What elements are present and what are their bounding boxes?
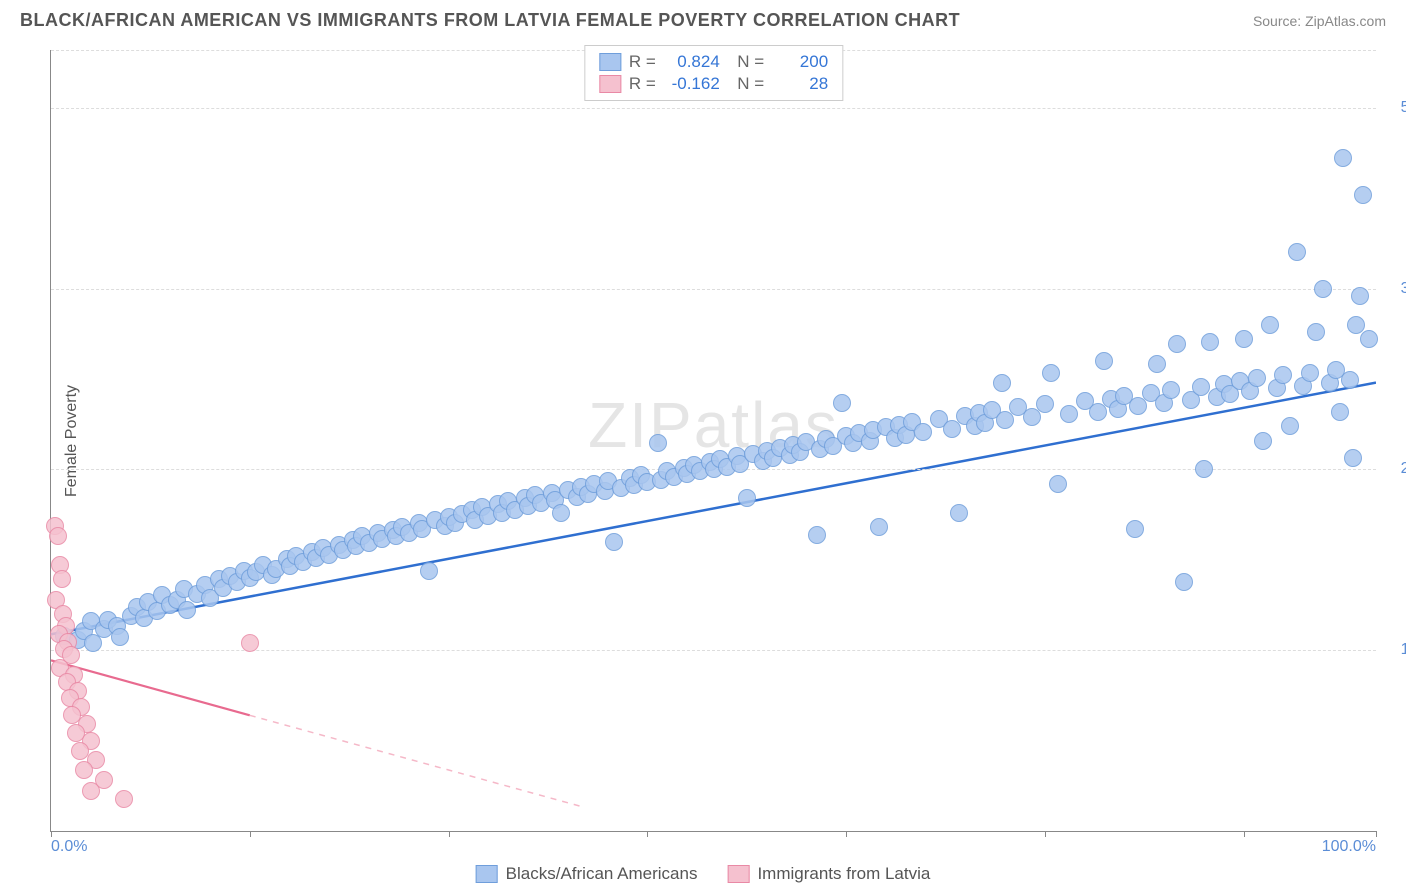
- y-tick-label: 37.5%: [1386, 280, 1406, 298]
- scatter-point-series-b: [115, 790, 133, 808]
- scatter-point-series-a: [1347, 316, 1365, 334]
- legend-label: Immigrants from Latvia: [757, 864, 930, 884]
- x-tick: [1045, 831, 1046, 837]
- stats-row: R = -0.162 N = 28: [599, 74, 828, 94]
- gridline-horizontal: [51, 108, 1376, 109]
- correlation-stats-box: R = 0.824 N = 200 R = -0.162 N = 28: [584, 45, 843, 101]
- scatter-point-series-a: [1148, 355, 1166, 373]
- scatter-point-series-a: [178, 601, 196, 619]
- scatter-point-series-a: [914, 423, 932, 441]
- legend-label: Blacks/African Americans: [506, 864, 698, 884]
- legend-bottom: Blacks/African Americans Immigrants from …: [476, 864, 931, 884]
- scatter-point-series-a: [1195, 460, 1213, 478]
- stats-row: R = 0.824 N = 200: [599, 52, 828, 72]
- scatter-point-series-a: [1049, 475, 1067, 493]
- chart-plot-area: Female Poverty ZIPatlas R =0.824 N =200R…: [50, 50, 1376, 832]
- scatter-point-series-b: [49, 527, 67, 545]
- scatter-point-series-a: [1248, 369, 1266, 387]
- scatter-point-series-a: [1354, 186, 1372, 204]
- trendlines-svg: [51, 50, 1376, 831]
- scatter-point-series-a: [1235, 330, 1253, 348]
- scatter-point-series-a: [1344, 449, 1362, 467]
- scatter-point-series-a: [605, 533, 623, 551]
- y-tick-label: 25.0%: [1386, 460, 1406, 478]
- scatter-point-series-a: [1126, 520, 1144, 538]
- scatter-point-series-a: [1060, 405, 1078, 423]
- scatter-point-series-b: [241, 634, 259, 652]
- stat-r-value: 0.824: [664, 52, 720, 72]
- legend-swatch: [727, 865, 749, 883]
- scatter-point-series-a: [1274, 366, 1292, 384]
- x-tick: [1376, 831, 1377, 837]
- y-tick-label: 12.5%: [1386, 641, 1406, 659]
- x-tick: [250, 831, 251, 837]
- scatter-point-series-a: [1334, 149, 1352, 167]
- stat-n-label: N =: [728, 74, 764, 94]
- scatter-point-series-a: [1036, 395, 1054, 413]
- legend-item: Blacks/African Americans: [476, 864, 698, 884]
- scatter-point-series-a: [1351, 287, 1369, 305]
- chart-title: BLACK/AFRICAN AMERICAN VS IMMIGRANTS FRO…: [20, 10, 960, 31]
- scatter-point-series-b: [82, 782, 100, 800]
- scatter-point-series-b: [53, 570, 71, 588]
- stat-n-label: N =: [728, 52, 764, 72]
- trendline: [51, 383, 1376, 635]
- scatter-point-series-a: [1360, 330, 1378, 348]
- x-tick: [846, 831, 847, 837]
- scatter-point-series-a: [738, 489, 756, 507]
- scatter-point-series-a: [1175, 573, 1193, 591]
- scatter-point-series-a: [870, 518, 888, 536]
- x-tick-label: 0.0%: [51, 838, 87, 856]
- scatter-point-series-a: [1288, 243, 1306, 261]
- gridline-horizontal: [51, 289, 1376, 290]
- scatter-point-series-a: [1261, 316, 1279, 334]
- scatter-point-series-a: [1254, 432, 1272, 450]
- scatter-point-series-a: [1168, 335, 1186, 353]
- scatter-point-series-a: [808, 526, 826, 544]
- scatter-point-series-a: [649, 434, 667, 452]
- scatter-point-series-a: [552, 504, 570, 522]
- legend-item: Immigrants from Latvia: [727, 864, 930, 884]
- x-tick: [1244, 831, 1245, 837]
- scatter-point-series-a: [1331, 403, 1349, 421]
- scatter-point-series-a: [111, 628, 129, 646]
- scatter-point-series-a: [1192, 378, 1210, 396]
- source-label: Source: ZipAtlas.com: [1253, 13, 1386, 29]
- legend-swatch: [476, 865, 498, 883]
- header: BLACK/AFRICAN AMERICAN VS IMMIGRANTS FRO…: [0, 0, 1406, 36]
- y-axis-label: Female Poverty: [63, 384, 81, 496]
- x-tick: [647, 831, 648, 837]
- x-tick: [51, 831, 52, 837]
- y-tick-label: 50.0%: [1386, 99, 1406, 117]
- stat-r-label: R =: [629, 74, 656, 94]
- legend-swatch: [599, 75, 621, 93]
- scatter-point-series-a: [1201, 333, 1219, 351]
- scatter-point-series-a: [950, 504, 968, 522]
- stat-r-value: -0.162: [664, 74, 720, 94]
- scatter-point-series-a: [1162, 381, 1180, 399]
- scatter-point-series-b: [75, 761, 93, 779]
- x-tick: [449, 831, 450, 837]
- scatter-point-series-a: [1095, 352, 1113, 370]
- trendline: [250, 715, 581, 806]
- scatter-point-series-a: [1301, 364, 1319, 382]
- legend-swatch: [599, 53, 621, 71]
- scatter-point-series-a: [420, 562, 438, 580]
- scatter-point-series-a: [1281, 417, 1299, 435]
- scatter-point-series-a: [1341, 371, 1359, 389]
- scatter-point-series-a: [833, 394, 851, 412]
- stat-n-value: 28: [772, 74, 828, 94]
- stat-r-label: R =: [629, 52, 656, 72]
- scatter-point-series-a: [993, 374, 1011, 392]
- scatter-point-series-a: [1307, 323, 1325, 341]
- stat-n-value: 200: [772, 52, 828, 72]
- x-tick-label: 100.0%: [1322, 838, 1376, 856]
- scatter-point-series-a: [1042, 364, 1060, 382]
- scatter-point-series-a: [1314, 280, 1332, 298]
